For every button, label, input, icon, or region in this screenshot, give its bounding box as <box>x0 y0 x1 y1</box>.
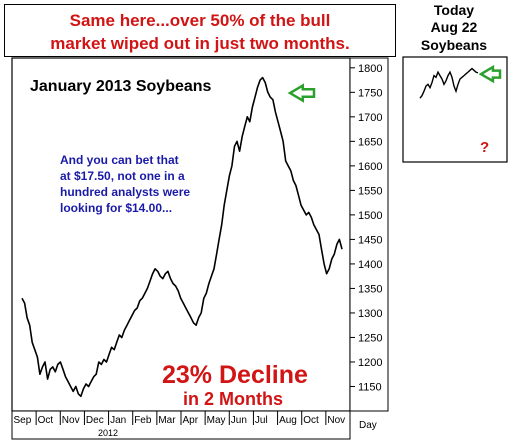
chart-title: January 2013 Soybeans <box>30 78 212 95</box>
x-tick-label: Jul <box>255 415 268 426</box>
x-year-label: 2012 <box>98 428 118 438</box>
inset-green-arrow-icon <box>478 64 502 84</box>
x-tick-label: Feb <box>134 415 152 426</box>
y-tick-label: 1450 <box>358 234 382 246</box>
main-plot-frame <box>11 57 351 412</box>
y-axis-ticks: 1150 1200 1250 1300 1350 1400 1450 1500 1550 1600… <box>350 63 382 393</box>
x-tick-label: Oct <box>38 415 54 426</box>
main-price-series <box>21 76 343 398</box>
y-tick-label: 1550 <box>358 185 382 197</box>
x-tick-label: Oct <box>303 415 319 426</box>
note-line-2: at $17.50, not one in a <box>60 169 185 183</box>
y-tick-label: 1300 <box>358 308 382 320</box>
x-tick-label: Aug <box>279 415 297 426</box>
x-tick-label: Apr <box>183 415 199 426</box>
x-tick-label: Jan <box>110 415 126 426</box>
side-title-date: Aug 22 <box>430 19 478 35</box>
x-axis-ticks: Sep Oct Nov Dec Jan Feb Mar Apr May Jun Jul Aug Oct N… <box>14 411 345 426</box>
y-axis-band <box>349 57 389 412</box>
green-arrow-icon <box>287 83 316 103</box>
y-tick-label: 1350 <box>358 283 382 295</box>
inset-price-series <box>419 67 479 99</box>
headline-line-2: market wiped out in just two months. <box>50 34 350 53</box>
y-tick-label: 1800 <box>358 63 382 75</box>
price-line <box>21 76 343 398</box>
x-unit-label: Day <box>359 420 377 431</box>
y-tick-label: 1750 <box>358 87 382 99</box>
side-title-today: Today <box>433 2 475 18</box>
x-tick-label: Mar <box>158 415 176 426</box>
question-mark: ? <box>480 139 489 156</box>
y-tick-label: 1500 <box>358 210 382 222</box>
decline-label: 23% Decline <box>162 361 308 389</box>
x-tick-label: Nov <box>327 415 345 426</box>
x-tick-label: Nov <box>62 415 80 426</box>
y-tick-label: 1650 <box>358 136 382 148</box>
y-tick-label: 1400 <box>358 259 382 271</box>
y-tick-label: 1700 <box>358 112 382 124</box>
note-line-1: And you can bet that <box>60 153 179 167</box>
note-line-4: looking for $14.00... <box>60 201 172 215</box>
x-tick-label: Sep <box>14 415 32 426</box>
headline-line-1: Same here...over 50% of the bull <box>69 11 331 30</box>
x-tick-label: Dec <box>86 415 104 426</box>
y-tick-label: 1200 <box>358 357 382 369</box>
analyst-note: And you can bet that at $17.50, not one … <box>60 153 190 215</box>
note-line-3: hundred analysts were <box>60 185 190 199</box>
decline-sublabel: in 2 Months <box>183 389 283 409</box>
inset-price-line <box>419 67 479 99</box>
y-tick-label: 1600 <box>358 161 382 173</box>
x-tick-label: May <box>207 415 226 426</box>
x-tick-label: Jun <box>231 415 247 426</box>
y-tick-label: 1150 <box>358 381 382 393</box>
headline-banner: Same here...over 50% of the bull market … <box>4 4 396 57</box>
side-title-commodity: Soybeans <box>420 37 488 53</box>
y-tick-label: 1250 <box>358 332 382 344</box>
